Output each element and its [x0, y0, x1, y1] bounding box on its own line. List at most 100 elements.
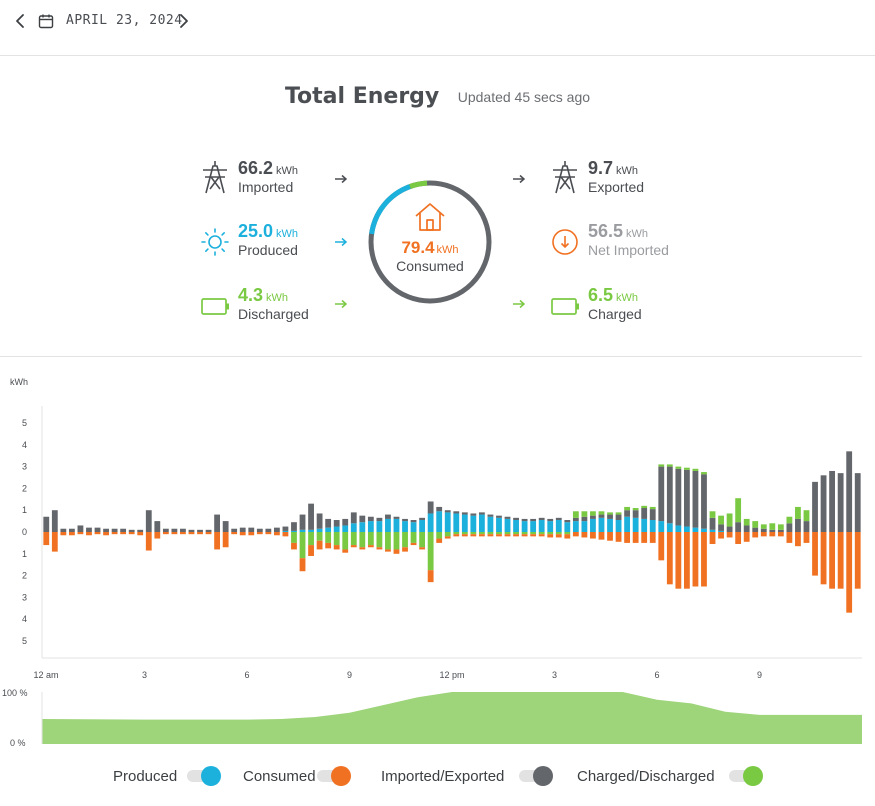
bar-charged-discharged	[683, 467, 690, 470]
bar-imported-exported	[103, 528, 109, 532]
bar-charged-discharged	[487, 532, 494, 535]
energy-bar-chart[interactable]: kWh 5 4 3 2 1 0 1 2 3 4 5 12 am 3 6 9 12 pm 3 6 9	[0, 370, 875, 690]
bar-consumed	[683, 532, 690, 589]
bar-consumed	[308, 545, 314, 556]
bar-charged-discharged	[590, 511, 596, 516]
legend-toggle-imported-exported[interactable]	[519, 766, 553, 786]
battery-soc-chart[interactable]: 100 % 0 %	[0, 684, 875, 748]
bar-charged-discharged	[316, 532, 323, 541]
bar-produced	[555, 520, 562, 532]
bar-imported-exported	[795, 518, 801, 532]
current-date[interactable]: APRIL 23, 2024	[66, 13, 183, 28]
bar-consumed	[666, 532, 673, 585]
bar-consumed	[137, 532, 144, 536]
bar-imported-exported	[572, 517, 579, 522]
bar-imported-exported	[427, 501, 434, 514]
x-tick-label: 12 am	[33, 670, 58, 680]
bar-produced	[367, 521, 374, 532]
bar-imported-exported	[291, 522, 297, 531]
bar-charged-discharged	[726, 513, 733, 527]
y-tick-label: 2	[22, 483, 27, 493]
legend-label: Imported/Exported	[381, 768, 505, 785]
section-divider	[0, 356, 862, 357]
bar-consumed	[180, 532, 186, 535]
bar-produced	[649, 520, 656, 532]
toggle-knob	[201, 766, 221, 786]
bar-imported-exported	[342, 518, 349, 526]
house-icon	[415, 203, 445, 231]
bar-charged-discharged	[521, 532, 528, 535]
legend-toggle-charged-discharged[interactable]	[729, 766, 763, 786]
soc-y-tick-label: 100 %	[2, 688, 28, 698]
bar-produced	[453, 513, 460, 532]
bar-charged-discharged	[615, 512, 622, 515]
bar-imported-exported	[444, 510, 451, 513]
bar-consumed	[43, 532, 50, 546]
consumption-ring	[368, 180, 492, 304]
bar-charged-discharged	[470, 532, 477, 535]
bar-consumed	[214, 532, 221, 550]
bar-imported-exported	[837, 473, 844, 532]
bar-produced	[444, 512, 451, 532]
bar-charged-discharged	[752, 521, 759, 528]
legend-item-produced: Produced	[113, 766, 227, 788]
bar-imported-exported	[735, 522, 742, 532]
bar-imported-exported	[333, 520, 340, 527]
bar-consumed	[316, 540, 323, 550]
y-tick-label: 4	[22, 440, 27, 450]
bar-charged-discharged	[632, 508, 639, 511]
bar-consumed	[120, 532, 127, 535]
legend-item-consumed: Consumed	[243, 766, 357, 788]
legend-label: Consumed	[243, 768, 316, 785]
bar-charged-discharged	[735, 498, 742, 523]
bar-charged-discharged	[367, 532, 374, 546]
next-day-button[interactable]	[172, 10, 194, 32]
legend-toggle-produced[interactable]	[187, 766, 221, 786]
bar-consumed	[786, 532, 793, 543]
arrow-right-icon	[513, 299, 526, 309]
bar-charged-discharged	[444, 532, 451, 537]
bar-imported-exported	[812, 481, 818, 532]
bar-imported-exported	[256, 528, 263, 532]
bar-consumed	[188, 532, 195, 535]
bar-charged-discharged	[419, 532, 426, 548]
bar-charged-discharged	[607, 512, 613, 515]
bar-produced	[504, 518, 511, 532]
bar-imported-exported	[316, 513, 323, 529]
bar-produced	[683, 526, 690, 532]
bar-produced	[282, 530, 289, 532]
y-tick-label: 4	[22, 614, 27, 624]
calendar-icon[interactable]	[38, 13, 54, 29]
bar-imported-exported	[590, 515, 596, 519]
bar-consumed	[222, 532, 229, 548]
bar-produced	[333, 526, 340, 532]
bar-produced	[350, 523, 357, 532]
bar-produced	[291, 530, 297, 532]
charged-label: Charged	[588, 306, 642, 322]
bar-consumed	[769, 532, 776, 537]
bar-imported-exported	[803, 521, 810, 532]
bar-produced	[308, 529, 314, 532]
consumed-label: Consumed	[396, 258, 464, 274]
arrow-right-icon	[513, 174, 526, 184]
bar-charged-discharged	[709, 511, 716, 518]
charged-stat: 6.5 kWh Charged	[550, 285, 700, 325]
bar-imported-exported	[641, 508, 648, 519]
bar-consumed	[641, 532, 648, 543]
bar-consumed	[564, 534, 571, 539]
bar-imported-exported	[273, 527, 280, 532]
bar-consumed	[111, 532, 118, 535]
bar-consumed	[453, 534, 460, 537]
bar-produced	[632, 517, 639, 532]
bar-charged-discharged	[701, 472, 707, 475]
bar-produced	[547, 521, 554, 532]
bar-imported-exported	[683, 469, 690, 527]
bar-consumed	[615, 532, 622, 542]
legend-toggle-consumed[interactable]	[317, 766, 351, 786]
bar-produced	[521, 521, 528, 532]
x-tick-label: 9	[757, 670, 762, 680]
battery-icon	[201, 298, 229, 315]
bar-consumed	[572, 532, 579, 537]
previous-day-button[interactable]	[10, 10, 32, 32]
bar-imported-exported	[624, 510, 631, 517]
